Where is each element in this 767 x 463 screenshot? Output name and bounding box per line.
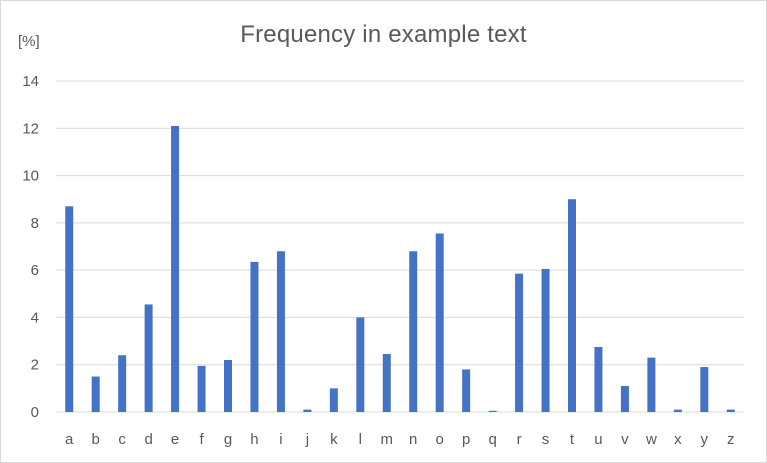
x-tick-label-y: y [701,431,709,448]
bar-q [488,410,497,412]
x-tick-label-c: c [118,431,126,448]
x-tick-label-i: i [279,431,282,448]
x-tick-label-x: x [674,431,682,448]
x-tick-label-e: e [171,431,179,448]
x-tick-label-z: z [727,431,735,448]
x-tick-label-w: w [645,431,657,448]
x-tick-label-v: v [621,431,629,448]
bar-s [541,268,550,412]
bar-f [197,365,206,412]
bar-a [65,206,74,412]
bar-l [356,317,365,412]
x-tick-label-l: l [359,431,362,448]
chart-title: Frequency in example text [240,21,527,48]
bar-g [224,359,232,412]
y-tick-label: 6 [31,262,39,279]
bar-x [673,409,682,412]
bar-n [409,251,418,412]
y-axis-unit-label: [%] [18,33,40,50]
x-tick-label-n: n [409,431,417,448]
y-tick-label: 8 [31,215,39,232]
y-tick-label: 10 [22,168,39,185]
bar-r [515,273,524,412]
y-tick-label: 0 [31,404,39,421]
bar-t [568,199,576,412]
bar-u [594,346,603,412]
bar-c [118,355,127,412]
bar-y [700,367,709,412]
x-tick-label-t: t [570,431,575,448]
x-tick-label-s: s [542,431,550,448]
bar-o [435,233,444,412]
gridlines [56,80,744,413]
bar-v [620,385,629,412]
x-tick-label-g: g [224,431,232,448]
bar-k [329,388,338,412]
bar-i [276,251,285,412]
x-tick-label-j: j [305,431,309,448]
bar-m [382,354,391,412]
x-tick-label-r: r [517,431,522,448]
bar-w [647,357,656,412]
x-tick-label-q: q [488,431,496,448]
x-tick-label-b: b [92,431,100,448]
x-tick-label-d: d [144,431,152,448]
y-tick-label: 12 [22,120,39,137]
x-tick-label-a: a [65,431,74,448]
bar-b [91,376,100,412]
bar-h [250,261,259,412]
bar-j [303,409,312,412]
x-tick-label-h: h [250,431,258,448]
bar-e [171,125,180,413]
x-tick-label-f: f [199,431,204,448]
bar-p [462,369,471,412]
y-tick-label: 2 [31,357,39,374]
bar-d [144,304,153,412]
bars [65,125,735,413]
y-tick-label: 14 [22,73,39,90]
y-tick-labels: 0 2 4 6 8 10 12 14 [22,73,39,421]
x-tick-label-p: p [462,431,470,448]
x-tick-label-u: u [594,431,602,448]
x-tick-label-m: m [381,431,394,448]
bar-z [726,409,735,412]
y-tick-label: 4 [31,309,39,326]
x-tick-label-k: k [330,431,338,448]
x-tick-label-o: o [436,431,444,448]
